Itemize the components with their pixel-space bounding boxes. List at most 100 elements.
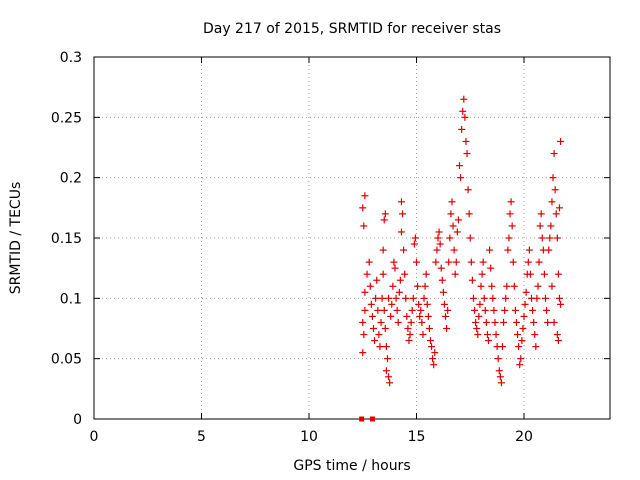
data-point (380, 216, 388, 224)
data-point (449, 222, 457, 230)
data-point (394, 318, 402, 326)
data-point (361, 192, 369, 200)
data-point (547, 222, 555, 230)
y-tick-label: 0.05 (51, 352, 82, 368)
data-point (474, 331, 482, 339)
data-point (417, 306, 425, 314)
data-point (373, 276, 381, 284)
data-point (524, 258, 532, 266)
data-point (375, 331, 383, 339)
data-point (433, 246, 441, 254)
data-point (471, 306, 479, 314)
data-point (383, 355, 391, 363)
data-point (379, 246, 387, 254)
y-tick-label: 0.2 (60, 171, 82, 187)
data-point (447, 210, 455, 218)
data-point (448, 198, 456, 206)
data-point (435, 228, 443, 236)
data-point (390, 258, 398, 266)
data-point (415, 300, 423, 308)
data-point (487, 264, 495, 272)
data-point (424, 312, 432, 320)
data-point (507, 198, 515, 206)
data-point (463, 150, 471, 158)
data-point (509, 258, 517, 266)
data-point (554, 270, 562, 278)
data-point (485, 337, 493, 345)
data-point (416, 312, 424, 320)
y-tick-label: 0.1 (60, 291, 82, 307)
data-point (421, 282, 429, 290)
data-point (386, 379, 394, 387)
data-point (521, 300, 529, 308)
data-point (366, 282, 374, 290)
data-point (379, 270, 387, 278)
data-point (381, 325, 389, 332)
data-point (469, 294, 477, 302)
data-point (363, 270, 371, 278)
data-point (489, 294, 497, 302)
data-point (382, 367, 390, 375)
data-point (518, 337, 526, 345)
data-point (555, 204, 563, 212)
data-point (534, 282, 542, 290)
data-point (452, 258, 460, 266)
x-tick-label: 10 (300, 429, 318, 445)
axis-ticks: 0 5 10 15 20 0 0.05 0.1 0.15 0.2 0.25 0.3 (51, 50, 610, 445)
data-point (392, 294, 400, 302)
y-tick-label: 0 (73, 412, 82, 428)
data-point (396, 276, 404, 284)
y-axis-label: SRMTID / TECUs (8, 182, 24, 295)
data-point (510, 282, 518, 290)
data-point (459, 107, 467, 115)
data-point (458, 125, 466, 133)
data-point (385, 294, 393, 302)
data-point (428, 343, 436, 351)
data-point (520, 312, 528, 320)
data-point (397, 198, 405, 206)
data-point (371, 337, 379, 345)
data-point (361, 288, 369, 296)
data-point (432, 258, 440, 266)
data-point (440, 300, 448, 308)
data-point (543, 306, 551, 314)
data-point (380, 306, 388, 314)
data-point (501, 306, 509, 314)
data-point (557, 300, 565, 308)
data-point (479, 258, 487, 266)
data-point (475, 312, 483, 320)
data-point (434, 234, 442, 242)
data-point (495, 367, 503, 375)
data-point (514, 331, 522, 339)
data-point (466, 234, 474, 242)
zero-marker (369, 416, 375, 422)
data-point (551, 186, 559, 194)
data-point (462, 137, 470, 145)
data-point (545, 246, 553, 254)
data-point (409, 294, 417, 302)
data-point (500, 318, 508, 326)
data-point (457, 174, 465, 182)
data-point (446, 234, 454, 242)
data-point (535, 258, 543, 266)
data-point (538, 234, 546, 242)
data-point (389, 282, 397, 290)
data-point (553, 331, 561, 339)
data-point (472, 318, 480, 326)
data-point (420, 294, 428, 302)
data-point (499, 343, 506, 351)
data-point (532, 343, 540, 351)
data-point (411, 234, 419, 242)
data-point (496, 373, 504, 381)
data-point (549, 174, 557, 182)
data-point (438, 276, 446, 284)
data-point (395, 288, 403, 296)
data-point (414, 282, 422, 290)
data-point (367, 300, 375, 308)
data-point (525, 246, 533, 254)
data-point (550, 150, 558, 158)
x-tick-label: 5 (197, 429, 206, 445)
data-point (473, 325, 481, 332)
data-point (413, 258, 420, 266)
data-point (506, 210, 514, 218)
